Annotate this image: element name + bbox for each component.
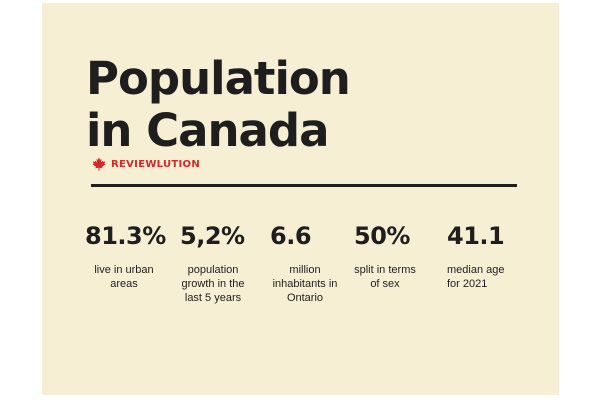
stat-label: split in terms of sex bbox=[354, 264, 416, 290]
title-line-1: Population bbox=[86, 52, 351, 105]
divider bbox=[91, 184, 517, 187]
stat-urban: 81.3% live in urban areas bbox=[85, 221, 166, 291]
title-line-2: in Canada bbox=[86, 104, 329, 157]
stat-value: 41.1 bbox=[447, 222, 505, 250]
stat-label: live in urban areas bbox=[94, 264, 154, 290]
stat-label: population growth in the last 5 years bbox=[181, 264, 245, 304]
stat-value: 81.3% bbox=[85, 222, 166, 250]
stat-median-age: 41.1 median age for 2021 bbox=[447, 221, 509, 291]
maple-leaf-icon bbox=[92, 157, 106, 171]
page-title: Population in Canada bbox=[86, 52, 351, 157]
stat-value: 50% bbox=[354, 222, 410, 250]
brand-logo: REVIEWLUTION bbox=[92, 155, 200, 173]
stat-label: median age for 2021 bbox=[447, 264, 505, 290]
stat-value: 6.6 bbox=[270, 222, 312, 250]
stat-growth: 5,2% population growth in the last 5 yea… bbox=[180, 221, 246, 305]
brand-name: REVIEWLUTION bbox=[111, 158, 201, 170]
stats-row: 81.3% live in urban areas 5,2% populatio… bbox=[42, 3, 559, 395]
stat-ontario: 6.6 million inhabitants in Ontario bbox=[270, 221, 340, 305]
stat-value: 5,2% bbox=[180, 222, 245, 250]
stat-label: million inhabitants in Ontario bbox=[272, 264, 338, 304]
stat-sex-split: 50% split in terms of sex bbox=[354, 221, 416, 291]
infographic-card: Population in Canada REVIEWLUTION 81.3% l… bbox=[42, 3, 559, 395]
